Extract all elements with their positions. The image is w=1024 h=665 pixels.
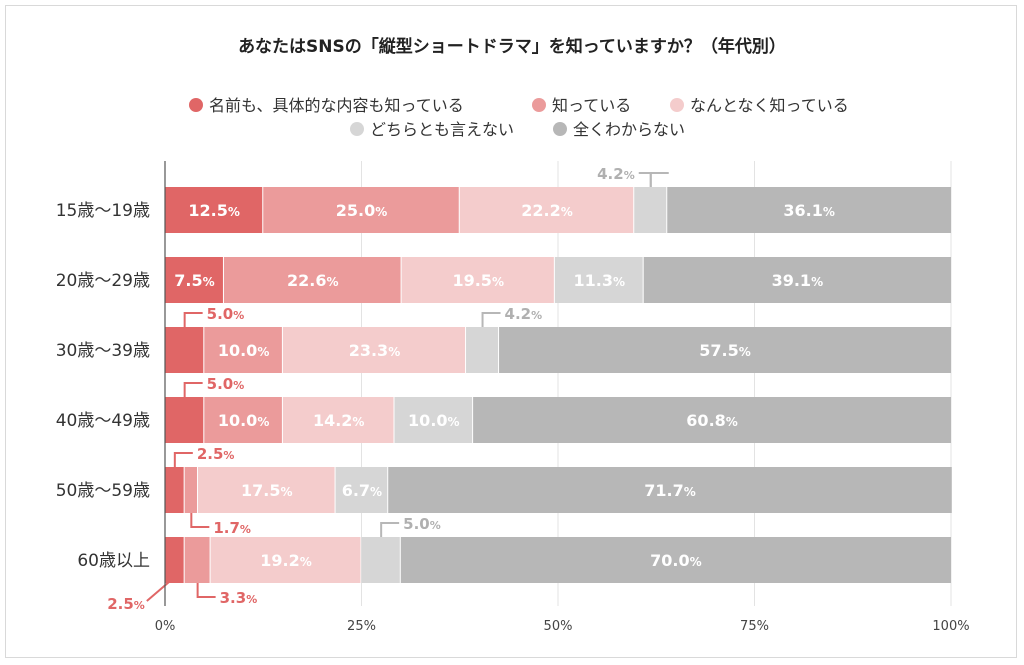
- bar-segment: [554, 257, 643, 303]
- legend-swatch: [553, 122, 567, 136]
- data-label: 19.2%: [260, 551, 312, 570]
- bar-segment: [401, 257, 554, 303]
- callout-line: [183, 382, 203, 397]
- x-tick-label: 50%: [544, 619, 573, 634]
- data-label: 25.0%: [336, 201, 388, 220]
- bar-segment: [165, 257, 223, 303]
- data-label: 1.7%: [213, 519, 251, 537]
- bar-segment: [204, 327, 282, 373]
- bar-segment: [667, 187, 951, 233]
- bar-segment: [394, 397, 473, 443]
- bar-segment: [165, 327, 204, 373]
- data-label: 2.5%: [197, 445, 235, 463]
- grid-lines: [361, 161, 952, 606]
- bar-segment: [459, 187, 634, 233]
- bar-segment: [165, 397, 204, 443]
- bar-segment: [165, 187, 263, 233]
- category-label: 60歳以上: [77, 551, 150, 571]
- category-label: 20歳〜29歳: [56, 271, 150, 291]
- bar-segment: [388, 467, 952, 513]
- data-label: 14.2%: [313, 411, 365, 430]
- callout-line: [481, 312, 501, 327]
- bar-segment: [198, 467, 335, 513]
- legend-label: 名前も、具体的な内容も知っている: [209, 96, 464, 115]
- callout-line: [649, 172, 669, 187]
- bar-segment: [165, 467, 184, 513]
- data-label: 5.0%: [207, 305, 245, 323]
- bar-segment: [210, 537, 361, 583]
- x-tick-label: 0%: [155, 619, 176, 634]
- legend-swatch: [189, 98, 203, 112]
- bar-segment: [634, 187, 667, 233]
- legend-swatch: [670, 98, 684, 112]
- data-label: 5.0%: [403, 515, 441, 533]
- callout-line: [638, 172, 652, 187]
- bar-segment: [282, 327, 466, 373]
- bar-segment: [473, 397, 951, 443]
- legend-label: 全くわからない: [573, 120, 685, 139]
- legend-swatch: [532, 98, 546, 112]
- data-label: 3.3%: [220, 589, 258, 607]
- category-label: 50歳〜59歳: [56, 481, 150, 501]
- callout-line: [173, 452, 193, 467]
- axes: 0% 25% 50% 75% 100% 15歳〜19歳 20歳〜29歳 30歳〜39歳 40歳〜…: [56, 161, 970, 634]
- data-label: 39.1%: [772, 271, 824, 290]
- callout-line: [146, 576, 176, 602]
- x-tick-label: 25%: [347, 619, 376, 634]
- callout-line: [196, 583, 216, 598]
- data-label: 7.5%: [174, 271, 214, 290]
- category-label: 15歳〜19歳: [56, 201, 150, 221]
- legend-label: 知っている: [552, 96, 631, 115]
- data-label: 23.3%: [349, 341, 401, 360]
- chart-title: あなたはSNSの「縦型ショートドラマ」を知っていますか？（年代別）: [238, 36, 786, 57]
- bar-segment: [184, 467, 198, 513]
- data-label: 10.0%: [218, 411, 270, 430]
- data-label: 60.8%: [686, 411, 738, 430]
- bars: 12.5% 25.0% 22.2% 36.1% 7.5% 22.6% 19.5% 11.3% 3…: [165, 187, 952, 583]
- category-label: 40歳〜49歳: [56, 411, 150, 431]
- callout-line: [380, 522, 400, 537]
- data-label: 71.7%: [644, 481, 696, 500]
- legend: 名前も、具体的な内容も知っている 知っている なんとなく知っているどちらとも言えない…: [189, 96, 849, 139]
- data-label: 36.1%: [783, 201, 835, 220]
- data-label: 10.0%: [218, 341, 270, 360]
- bar-segment: [400, 537, 951, 583]
- bar-segment: [361, 537, 400, 583]
- bar-segment: [282, 397, 394, 443]
- data-label: 11.3%: [574, 271, 626, 290]
- x-tick-label: 75%: [740, 619, 769, 634]
- callouts: 4.2% 5.0% 4.2% 5.0% 2.5% 1.7% 2.5% 3.3% 5.0%: [107, 165, 669, 613]
- bar-segment: [204, 397, 282, 443]
- bar-segment: [165, 537, 184, 583]
- x-tick-label: 100%: [932, 619, 969, 634]
- bar-segment: [335, 467, 388, 513]
- data-label: 4.2%: [597, 165, 635, 183]
- data-label: 6.7%: [342, 481, 382, 500]
- legend-swatch: [350, 122, 364, 136]
- data-label: 5.0%: [207, 375, 245, 393]
- data-label: 17.5%: [241, 481, 293, 500]
- bar-segment: [643, 257, 951, 303]
- bar-segment: [466, 327, 499, 373]
- data-label: 12.5%: [188, 201, 240, 220]
- callout-line: [183, 312, 203, 327]
- callout-line: [190, 513, 210, 528]
- data-label: 57.5%: [699, 341, 751, 360]
- bar-segment: [223, 257, 401, 303]
- bar-segment: [184, 537, 210, 583]
- data-label: 4.2%: [505, 305, 543, 323]
- bar-segment: [263, 187, 459, 233]
- data-label: 22.2%: [521, 201, 573, 220]
- bar-segment: [499, 327, 951, 373]
- legend-label: どちらとも言えない: [370, 120, 514, 139]
- data-label: 19.5%: [452, 271, 504, 290]
- data-label: 70.0%: [650, 551, 702, 570]
- data-label: 22.6%: [287, 271, 339, 290]
- data-label: 2.5%: [107, 595, 145, 613]
- data-label: 10.0%: [408, 411, 460, 430]
- legend-label: なんとなく知っている: [690, 96, 849, 115]
- category-label: 30歳〜39歳: [56, 341, 150, 361]
